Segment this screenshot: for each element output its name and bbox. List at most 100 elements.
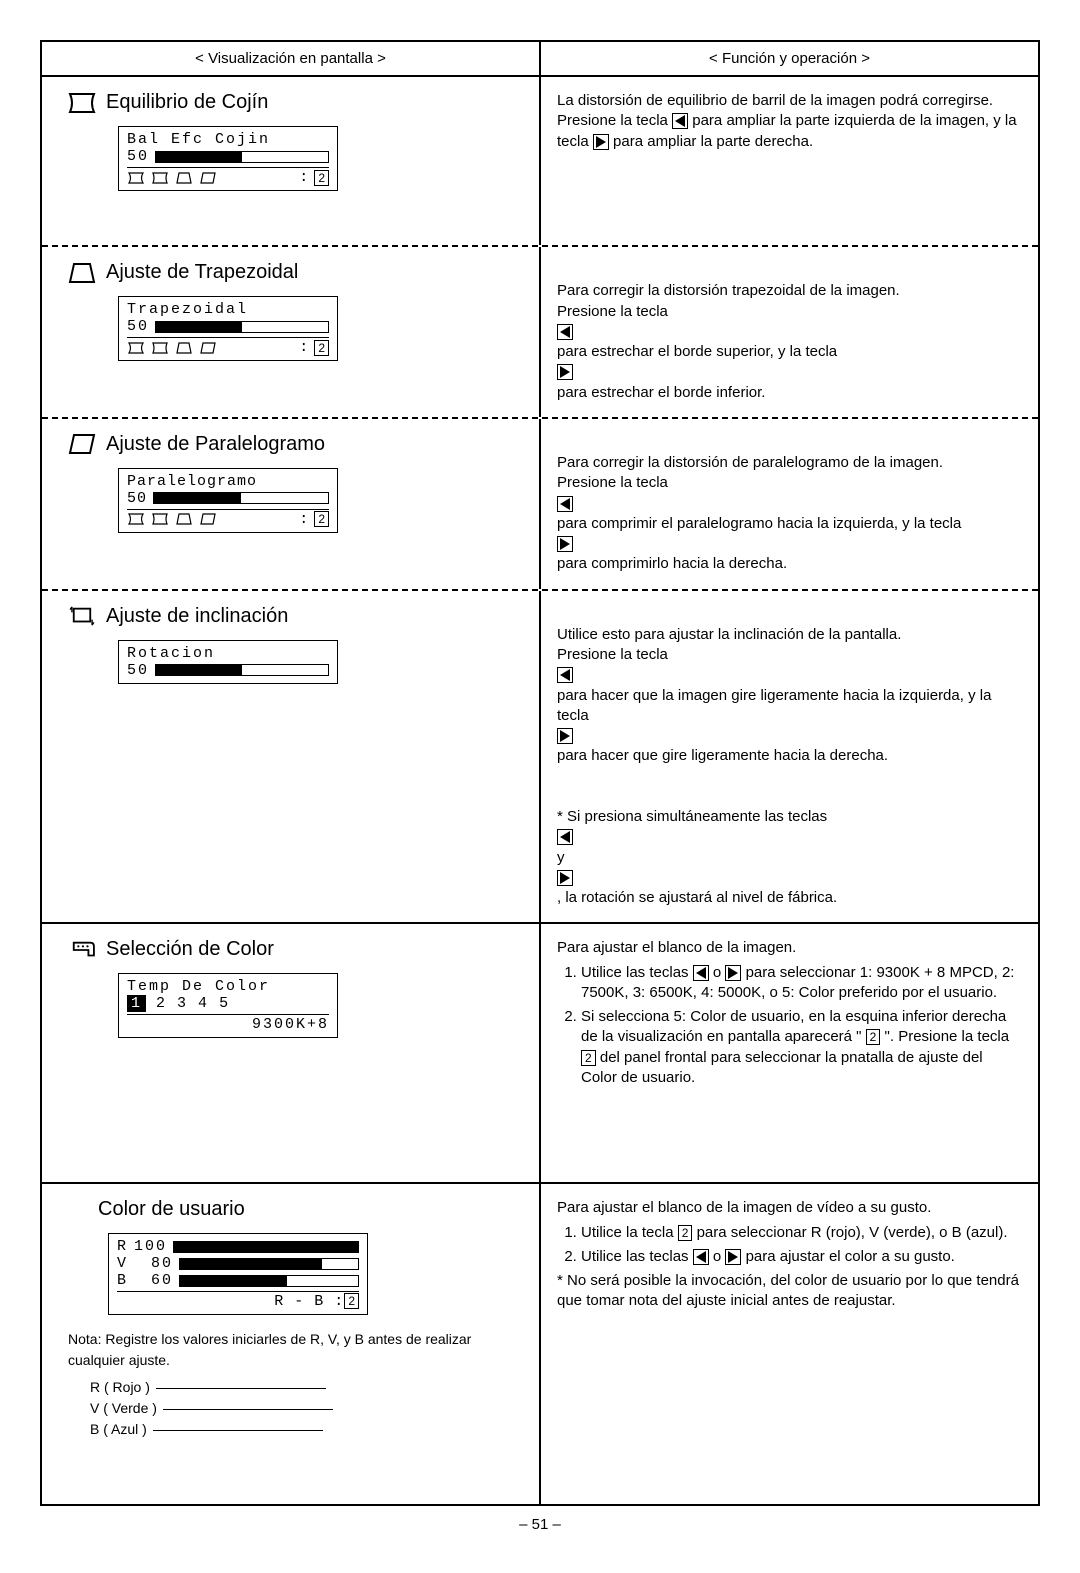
desc-text: , la rotación se ajustará al nivel de fá…	[557, 889, 837, 906]
temp-value: 9300K+8	[127, 1014, 329, 1033]
v-line: V ( Verde )	[90, 1400, 157, 1416]
left-usercolor: Color de usuario R100 V 80 B 60 R - B :2	[42, 1184, 541, 1504]
osd-colorselect: Temp De Color 1 2 3 4 5 9300K+8	[118, 973, 338, 1038]
desc-text: para comprimirlo hacia la derecha.	[557, 555, 787, 572]
desc-text: Para corregir la distorsión trapezoidal …	[557, 282, 900, 319]
slider-b	[179, 1275, 359, 1287]
option-2: 2	[156, 995, 167, 1012]
left-arrow-icon	[693, 965, 709, 981]
mini-icon	[199, 341, 217, 355]
slider-track	[155, 151, 329, 163]
option-3: 3	[177, 995, 188, 1012]
right-arrow-icon	[593, 134, 609, 150]
list-item: Si selecciona 5: Color de usuario, en la…	[581, 1007, 1022, 1088]
option-5: 5	[219, 995, 230, 1012]
num-2-box: 2	[314, 170, 329, 186]
manual-table: < Visualización en pantalla > < Función …	[40, 40, 1040, 1506]
mini-icons: :2	[127, 337, 329, 356]
slider-track	[155, 664, 329, 676]
row-pincushion: Equilibrio de Cojín Bal Efc Cojin 50 :2	[42, 77, 1038, 247]
mini-icon	[151, 341, 169, 355]
mini-icon	[175, 341, 193, 355]
desc-text: Utilice las teclas	[581, 964, 693, 981]
desc-text: o	[713, 1248, 726, 1265]
osd-label: Paralelogramo	[127, 473, 329, 490]
slider-r	[173, 1241, 359, 1253]
v-value: 80	[151, 1255, 173, 1272]
desc-text: ". Presione la tecla	[885, 1028, 1010, 1045]
desc-text: para estrechar el borde inferior.	[557, 384, 765, 401]
left-trapezoid: Ajuste de Trapezoidal Trapezoidal 50 :2	[42, 247, 541, 417]
note: Nota: Registre los valores iniciarles de…	[68, 1329, 523, 1440]
slider-track	[155, 321, 329, 333]
desc-text: Para ajustar el blanco de la imagen.	[557, 938, 1022, 958]
slider-v	[179, 1258, 359, 1270]
note-label: Nota:	[68, 1331, 101, 1347]
mini-icon	[175, 171, 193, 185]
mini-icon	[199, 512, 217, 526]
right-tilt: Utilice esto para ajustar la inclinación…	[541, 591, 1038, 923]
right-arrow-icon	[725, 965, 741, 981]
left-arrow-icon	[557, 324, 573, 340]
table-header-row: < Visualización en pantalla > < Función …	[42, 42, 1038, 77]
palette-icon	[68, 939, 96, 961]
right-arrow-icon	[725, 1249, 741, 1265]
desc-text: para estrechar el borde superior, y la t…	[557, 343, 837, 360]
list-item: Utilice la tecla 2 para seleccionar R (r…	[581, 1223, 1022, 1243]
desc-text: del panel frontal para seleccionar la pn…	[581, 1049, 983, 1086]
right-arrow-icon	[557, 870, 573, 886]
osd-label: Rotacion	[127, 645, 329, 662]
desc-text: Utilice la tecla	[581, 1224, 678, 1241]
osd-usercolor: R100 V 80 B 60 R - B :2	[108, 1233, 368, 1315]
left-arrow-icon	[557, 496, 573, 512]
list-item: Utilice las teclas o para ajustar el col…	[581, 1247, 1022, 1267]
b-label: B	[117, 1272, 128, 1289]
pincushion-icon	[68, 92, 96, 114]
row-tilt: Ajuste de inclinación Rotacion 50 Utilic…	[42, 591, 1038, 925]
option-4: 4	[198, 995, 209, 1012]
header-right: < Función y operación >	[541, 42, 1038, 75]
right-arrow-icon	[557, 728, 573, 744]
right-trapezoid: Para corregir la distorsión trapezoidal …	[541, 247, 1038, 417]
osd-tilt: Rotacion 50	[118, 640, 338, 684]
desc-text: para ajustar el color a su gusto.	[746, 1248, 955, 1265]
right-usercolor: Para ajustar el blanco de la imagen de v…	[541, 1184, 1038, 1504]
left-pincushion: Equilibrio de Cojín Bal Efc Cojin 50 :2	[42, 77, 541, 245]
list-item: Utilice las teclas o para seleccionar 1:…	[581, 963, 1022, 1004]
row-usercolor: Color de usuario R100 V 80 B 60 R - B :2	[42, 1184, 1038, 1504]
page-number: – 51 –	[40, 1516, 1040, 1533]
desc-text: Para ajustar el blanco de la imagen de v…	[557, 1198, 1022, 1218]
title-trapezoid: Ajuste de Trapezoidal	[106, 261, 298, 284]
r-value: 100	[134, 1238, 167, 1255]
desc-text: para ampliar la parte derecha.	[613, 133, 813, 150]
num-2-box: 2	[314, 511, 329, 527]
left-parallelogram: Ajuste de Paralelogramo Paralelogramo 50…	[42, 419, 541, 589]
num-2-box: 2	[866, 1029, 881, 1045]
osd-label: Temp De Color	[127, 978, 329, 995]
trapezoid-icon	[68, 262, 96, 284]
left-arrow-icon	[693, 1249, 709, 1265]
osd-value: 50	[127, 490, 147, 507]
title-tilt: Ajuste de inclinación	[106, 605, 288, 628]
r-label: R	[117, 1238, 128, 1255]
desc-text: * Si presiona simultáneamente las teclas	[557, 808, 827, 825]
desc-text: Para corregir la distorsión de paralelog…	[557, 454, 943, 491]
b-value: 60	[151, 1272, 173, 1289]
mini-icon	[127, 512, 145, 526]
desc-text: Utilice esto para ajustar la inclinación…	[557, 626, 901, 663]
osd-label: Trapezoidal	[127, 301, 329, 318]
osd-value: 50	[127, 148, 149, 165]
right-pincushion: La distorsión de equilibrio de barril de…	[541, 77, 1038, 245]
right-colorselect: Para ajustar el blanco de la imagen. Uti…	[541, 924, 1038, 1182]
desc-text: Utilice las teclas	[581, 1248, 693, 1265]
num-2-box: 2	[314, 340, 329, 356]
right-arrow-icon	[557, 536, 573, 552]
title-colorselect: Selección de Color	[106, 938, 274, 961]
mini-icon	[151, 512, 169, 526]
num-2-box: 2	[344, 1293, 359, 1309]
mini-icon	[127, 341, 145, 355]
desc-text: para hacer que gire ligeramente hacia la…	[557, 747, 888, 764]
title-pincushion: Equilibrio de Cojín	[106, 91, 268, 114]
desc-text: para seleccionar R (rojo), V (verde), o …	[697, 1224, 1008, 1241]
desc-text: o	[713, 964, 726, 981]
